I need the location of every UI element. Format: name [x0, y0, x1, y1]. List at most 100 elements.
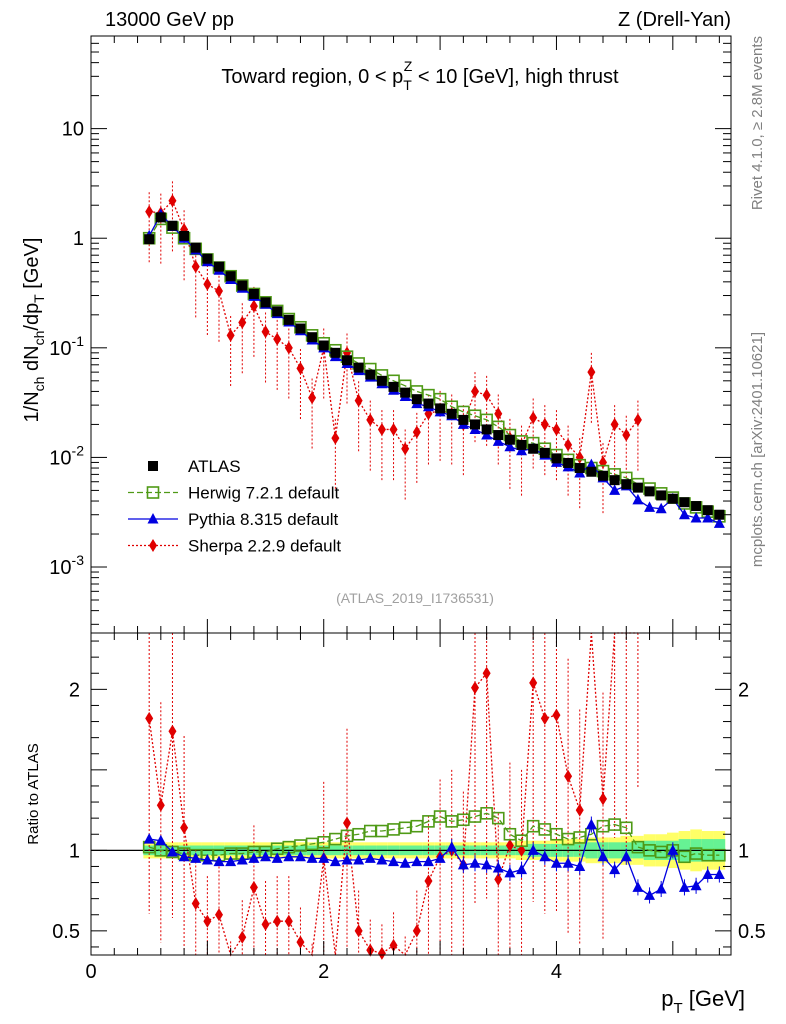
- main-series-layer: [142, 181, 726, 528]
- ratio-point: [434, 852, 446, 863]
- data-point: [691, 501, 702, 512]
- ratio-ylabel: Ratio to ATLAS: [25, 743, 42, 844]
- ratio-point: [446, 841, 458, 852]
- data-point: [470, 419, 480, 430]
- ratio-panel: 0 2 4 0.5 0.5 1 1 2 2 Ratio to ATLAS: [25, 632, 766, 983]
- ratio-point: [201, 854, 213, 865]
- ratio-point: [550, 857, 562, 868]
- ratio-point: [575, 803, 584, 817]
- x-axis-label: pT [GeV]: [661, 986, 745, 1017]
- data-point: [539, 447, 550, 458]
- ratio-point: [260, 850, 272, 862]
- ratio-point: [283, 850, 295, 862]
- ratio-point: [632, 881, 644, 892]
- header-right: Z (Drell-Yan): [618, 9, 731, 31]
- data-point: [551, 453, 562, 464]
- ratio-point: [238, 930, 247, 944]
- data-point: [168, 194, 177, 208]
- ratio-point: [492, 862, 504, 873]
- data-point: [679, 497, 690, 508]
- data-point: [273, 332, 282, 346]
- ratio-point: [364, 852, 376, 863]
- data-point: [354, 394, 363, 408]
- ratio-point: [457, 858, 469, 870]
- legend-marker: [147, 513, 159, 524]
- data-point: [587, 365, 596, 379]
- ratio-point: [574, 860, 586, 871]
- ratio-ytick-label: 2: [69, 679, 80, 701]
- ratio-point: [329, 855, 341, 867]
- ratio-point: [471, 681, 479, 695]
- data-point: [504, 434, 515, 445]
- data-point: [575, 450, 584, 464]
- ratio-point: [296, 935, 305, 949]
- legend-label: ATLAS: [188, 457, 241, 476]
- data-point: [481, 424, 492, 435]
- ratio-point: [166, 845, 178, 857]
- x-tick-label: 2: [318, 961, 329, 983]
- data-point: [609, 475, 620, 486]
- data-point: [564, 438, 573, 452]
- data-point: [585, 458, 597, 470]
- ratio-point: [505, 839, 514, 853]
- data-point: [284, 341, 293, 355]
- data-point: [296, 361, 305, 375]
- data-point: [389, 422, 398, 436]
- ratio-point: [424, 874, 433, 888]
- ratio-point: [213, 855, 225, 867]
- ratio-point: [388, 855, 400, 867]
- ratio-point: [585, 818, 597, 830]
- ratio-point: [284, 914, 293, 928]
- data-point: [494, 407, 503, 421]
- data-point: [633, 413, 642, 427]
- data-point: [202, 253, 213, 264]
- ratio-point: [713, 848, 726, 862]
- data-point: [248, 288, 259, 299]
- ratio-point: [468, 810, 482, 823]
- data-point: [283, 314, 294, 325]
- x-tick-label: 4: [551, 961, 562, 983]
- ratio-point: [225, 855, 237, 867]
- ratio-point: [597, 850, 609, 862]
- data-point: [411, 394, 422, 405]
- data-point: [599, 455, 607, 469]
- ratio-band-layer: [91, 829, 731, 872]
- data-point: [295, 323, 306, 334]
- main-title: Toward region, 0 < pTZ < 10 [GeV], high …: [221, 58, 619, 93]
- data-point: [574, 463, 585, 474]
- ratio-point: [619, 821, 633, 835]
- header-left: 13000 GeV pp: [105, 9, 234, 31]
- data-point: [308, 391, 317, 405]
- data-point: [261, 325, 270, 339]
- data-point: [190, 242, 201, 253]
- ratio-ytick-label-right: 1: [738, 840, 749, 862]
- data-point: [644, 501, 656, 512]
- data-point: [655, 502, 667, 514]
- data-point: [622, 428, 631, 442]
- data-point: [702, 512, 714, 523]
- main-ytick-label: 10: [62, 119, 84, 141]
- main-ytick-label: 10-3: [49, 552, 84, 579]
- ratio-point: [155, 834, 167, 846]
- legend-label: Sherpa 2.2.9 default: [188, 537, 341, 556]
- data-point: [353, 362, 364, 373]
- ratio-point: [644, 889, 656, 900]
- data-point: [226, 328, 235, 342]
- ratio-point: [599, 792, 607, 806]
- data-point: [203, 277, 212, 291]
- ratio-point: [236, 854, 248, 865]
- legend: ATLAS Herwig 7.2.1 default Pythia 8.315 de…: [128, 457, 341, 556]
- data-point: [365, 369, 376, 380]
- ratio-point: [516, 863, 528, 875]
- data-point: [366, 413, 375, 427]
- data-point: [678, 508, 690, 520]
- data-point: [690, 512, 702, 523]
- data-point: [632, 482, 643, 493]
- data-point: [529, 411, 538, 425]
- ratio-point: [341, 854, 353, 865]
- ratio-point: [156, 798, 165, 812]
- data-point: [644, 486, 655, 497]
- ratio-point: [318, 852, 330, 863]
- ratio-point: [191, 896, 200, 910]
- watermark: (ATLAS_2019_I1736531): [336, 590, 494, 606]
